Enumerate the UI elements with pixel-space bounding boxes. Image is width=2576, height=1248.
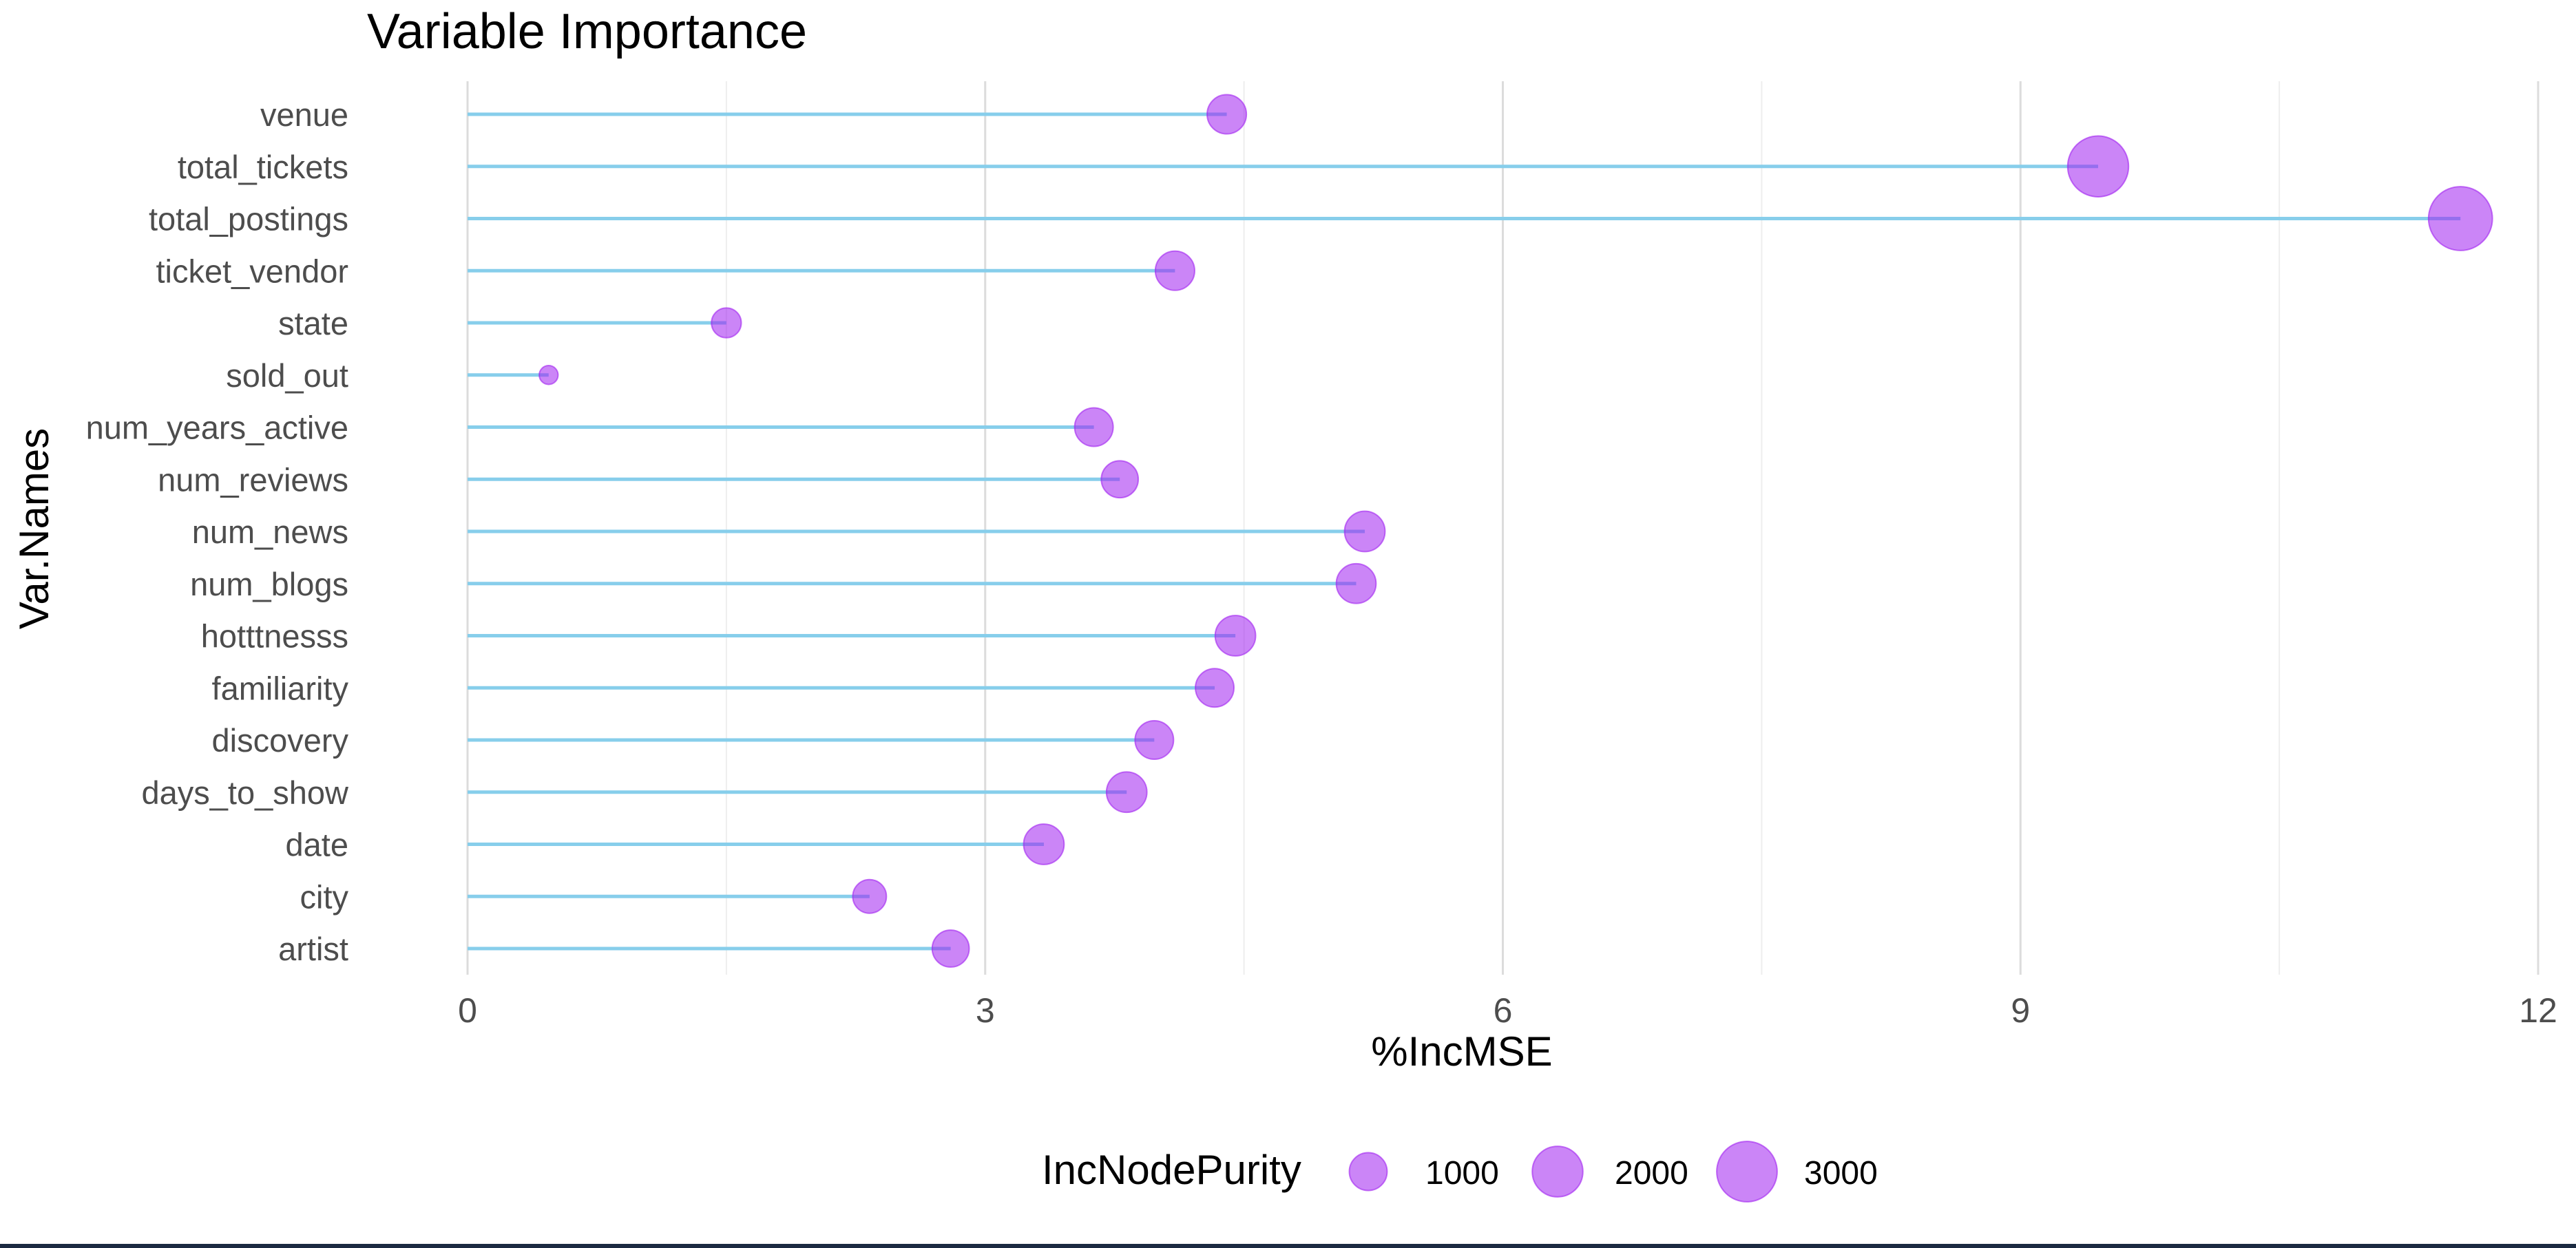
x-tick-label: 6 bbox=[1494, 991, 1513, 1030]
point-num_years_active bbox=[1074, 407, 1114, 447]
y-tick-label: date bbox=[286, 827, 348, 863]
y-tick-label: days_to_show bbox=[142, 774, 350, 811]
legend-label: 2000 bbox=[1615, 1155, 1688, 1192]
y-tick-label: total_tickets bbox=[178, 149, 348, 185]
y-tick-label: discovery bbox=[211, 722, 348, 759]
legend-label: 1000 bbox=[1425, 1155, 1499, 1192]
y-tick-label: num_reviews bbox=[158, 461, 348, 498]
chart-title: Variable Importance bbox=[367, 4, 807, 59]
point-sold_out bbox=[538, 365, 559, 385]
y-tick-label: artist bbox=[278, 931, 348, 967]
y-axis-label: Var.Names bbox=[11, 428, 57, 629]
point-num_blogs bbox=[1335, 562, 1377, 604]
point-num_reviews bbox=[1100, 460, 1140, 499]
legend-title: IncNodePurity bbox=[1042, 1147, 1301, 1193]
grid-lines bbox=[466, 81, 2540, 975]
y-tick-label: familiarity bbox=[212, 670, 349, 706]
point-artist bbox=[931, 929, 970, 968]
x-tick-label: 0 bbox=[458, 991, 477, 1030]
point-date bbox=[1023, 823, 1065, 865]
y-tick-label: state bbox=[278, 305, 348, 341]
point-discovery bbox=[1134, 719, 1175, 761]
y-tick-label: sold_out bbox=[226, 357, 348, 394]
legend-key bbox=[1716, 1141, 1778, 1203]
y-tick-labels: venue total_tickets total_postings ticket_v… bbox=[86, 96, 349, 967]
x-tick-labels: 0 3 6 9 12 bbox=[458, 991, 2557, 1030]
point-total_tickets bbox=[2066, 135, 2130, 198]
point-familiarity bbox=[1195, 668, 1235, 708]
x-tick-label: 9 bbox=[2011, 991, 2030, 1030]
point-total_postings bbox=[2427, 186, 2493, 251]
point-ticket_vendor bbox=[1154, 250, 1195, 291]
point-num_news bbox=[1343, 510, 1386, 553]
stems bbox=[468, 112, 2461, 951]
y-tick-label: num_blogs bbox=[190, 566, 348, 602]
y-tick-label: venue bbox=[260, 96, 348, 133]
legend-key bbox=[1531, 1145, 1584, 1198]
y-tick-label: hotttnesss bbox=[201, 618, 348, 655]
point-hotttnesss bbox=[1214, 615, 1257, 657]
bottom-border bbox=[0, 1244, 2576, 1248]
y-tick-label: num_years_active bbox=[86, 410, 348, 446]
x-tick-label: 12 bbox=[2519, 991, 2557, 1030]
y-tick-label: ticket_vendor bbox=[156, 253, 348, 289]
point-state bbox=[711, 307, 742, 339]
y-tick-label: total_postings bbox=[149, 201, 348, 237]
legend: IncNodePurity 1000 2000 3000 bbox=[1042, 1141, 1878, 1203]
points bbox=[538, 94, 2493, 968]
point-city bbox=[852, 878, 888, 914]
point-days_to_show bbox=[1105, 771, 1148, 814]
y-tick-label: num_news bbox=[192, 514, 348, 550]
legend-key bbox=[1348, 1152, 1388, 1192]
point-venue bbox=[1206, 94, 1248, 135]
legend-label: 3000 bbox=[1804, 1155, 1878, 1192]
x-axis-label: %IncMSE bbox=[1371, 1028, 1552, 1075]
x-tick-label: 3 bbox=[976, 991, 995, 1030]
y-tick-label: city bbox=[300, 878, 349, 915]
